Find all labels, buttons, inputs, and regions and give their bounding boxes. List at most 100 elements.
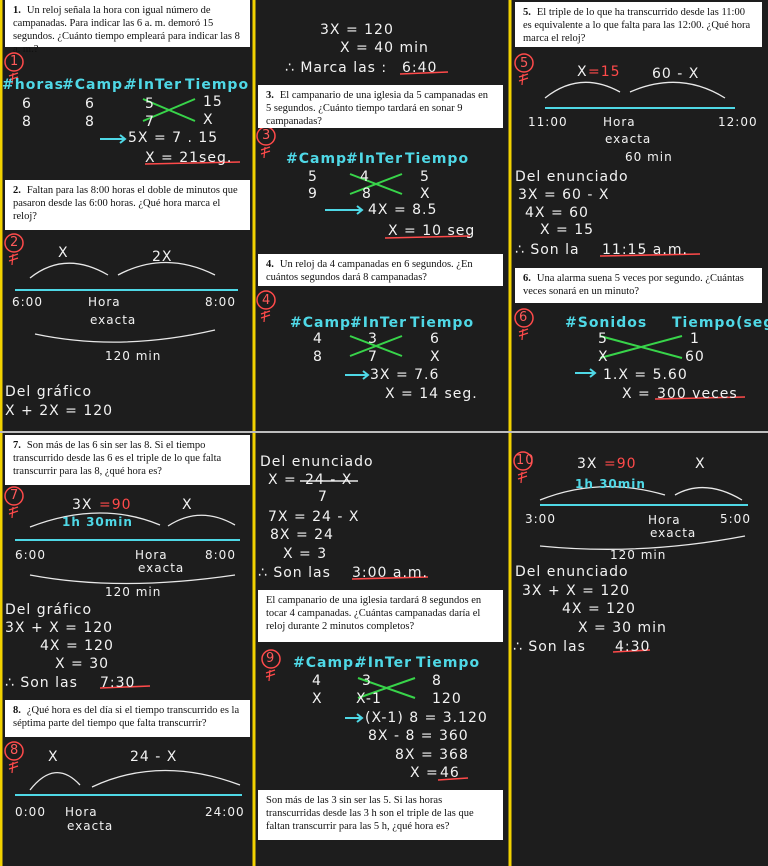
question-box: 4. Un reloj da 4 campanadas en 6 segundos…: [258, 254, 503, 286]
handwritten-text: 6: [22, 96, 32, 112]
handwritten-text: X: [695, 456, 706, 472]
question-number: 3.: [266, 90, 274, 101]
question-text: Faltan para las 8:00 horas el doble de m…: [13, 185, 238, 222]
badge-mark: [8, 506, 19, 519]
question-box: 6. Una alarma suena 5 veces por segundo. …: [515, 268, 762, 303]
underline: [654, 396, 746, 400]
badge-mark: [260, 310, 271, 323]
cross-line: [349, 335, 403, 357]
question-text: El campanario de una iglesia tardará 8 s…: [266, 595, 482, 632]
handwritten-text: ∴ Son las: [513, 639, 586, 655]
handwritten-text: #horas: [2, 77, 64, 93]
question-box: Son más de las 3 sin ser las 5. Si las h…: [258, 790, 503, 840]
badge-circle: [4, 741, 24, 761]
handwritten-text: 3:00 a.m.: [352, 565, 429, 581]
handwritten-text: 8: [313, 349, 323, 365]
handwritten-text: ∴ Son las: [258, 565, 331, 581]
handwritten-text: 120: [432, 691, 462, 707]
handwritten-text: 4: [262, 293, 272, 308]
badge-mark: [8, 72, 19, 85]
handwritten-text: Hora: [65, 805, 98, 819]
handwritten-text: 8X - 8 = 360: [368, 728, 469, 744]
handwritten-text: X: [598, 349, 609, 365]
handwritten-text: 7X = 24 - X: [268, 509, 360, 525]
handwritten-text: 120 min: [610, 548, 667, 562]
handwritten-text: =90: [604, 456, 637, 472]
handwritten-text: Tiempo(seg): [672, 315, 768, 331]
arc-arrow: [539, 485, 666, 501]
arc-arrow: [117, 261, 216, 276]
badge-circle: [4, 233, 24, 253]
arc-arrow: [29, 262, 109, 279]
handwritten-text: 6: [430, 331, 440, 347]
step-arrow-head: [356, 713, 364, 723]
question-number: 5.: [523, 7, 531, 18]
handwritten-text: 6:00: [15, 548, 46, 562]
handwritten-text: 3:00: [525, 512, 556, 526]
handwritten-text: #InTer: [346, 151, 403, 167]
arc-arrow: [29, 574, 236, 585]
underline: [437, 777, 469, 781]
arc-arrow: [29, 512, 161, 528]
badge-mark: [518, 328, 529, 341]
handwritten-text: 4:30: [615, 639, 651, 655]
handwritten-text: exacta: [90, 313, 137, 327]
handwritten-text: 300 veces: [657, 386, 738, 402]
handwritten-text: 120 min: [105, 349, 162, 363]
handwritten-text: 6: [519, 310, 529, 325]
handwritten-text: 5X = 7 . 15: [128, 130, 219, 146]
handwritten-text: 1h 30min: [62, 515, 133, 529]
question-number: 6.: [523, 273, 531, 284]
handwritten-text: X = 30 min: [578, 620, 667, 636]
arc-arrow: [539, 535, 746, 550]
arc-arrow: [544, 81, 621, 99]
question-text: Son más de las 6 sin ser las 8. Si el ti…: [13, 440, 222, 477]
handwritten-text: Hora: [135, 548, 168, 562]
question-number: 7.: [13, 440, 21, 451]
handwritten-text: Tiempo: [410, 315, 475, 331]
handwritten-text: #Sonidos: [565, 315, 648, 331]
handwritten-text: Hora: [88, 295, 121, 309]
cross-line: [142, 98, 196, 122]
handwritten-text: exacta: [650, 526, 697, 540]
handwritten-text: 3X = 60 - X: [518, 187, 610, 203]
handwritten-text: 11:00: [528, 115, 568, 129]
badge-mark: [8, 761, 19, 774]
handwritten-text: 6: [85, 96, 95, 112]
badge-circle: [4, 486, 24, 506]
handwritten-text: 3: [362, 673, 372, 689]
handwritten-text: X =: [622, 386, 651, 402]
handwritten-text: 5: [420, 169, 430, 185]
badge-mark: [265, 669, 276, 682]
handwritten-text: ∴ Son las: [5, 675, 78, 691]
underline: [399, 71, 449, 75]
handwritten-text: Del enunciado: [260, 454, 374, 470]
handwritten-text: 60 min: [625, 150, 673, 164]
badge-circle: [513, 451, 533, 471]
handwritten-text: exacta: [138, 561, 185, 575]
handwritten-text: 8: [10, 743, 20, 758]
arc-arrow: [91, 769, 241, 788]
question-text: ¿Qué hora es del día si el tiempo transc…: [13, 705, 240, 729]
underline: [99, 685, 151, 689]
handwritten-text: exacta: [605, 132, 652, 146]
badge-mark: [517, 471, 528, 484]
handwritten-text: Del enunciado: [515, 564, 629, 580]
handwritten-text: 8: [22, 114, 32, 130]
handwritten-text: 2: [10, 235, 20, 250]
handwritten-text: X: [577, 64, 588, 80]
handwritten-text: 8X = 368: [395, 747, 469, 763]
handwritten-text: X = 40 min: [340, 40, 429, 56]
arc-arrow: [34, 329, 216, 343]
question-box: 1. Un reloj señala la hora con igual núme…: [5, 0, 250, 55]
handwritten-text: 9: [308, 186, 318, 202]
handwritten-text: X =: [410, 765, 439, 781]
handwritten-text: ∴ Marca las :: [285, 60, 388, 76]
handwritten-text: #InTer: [355, 655, 412, 671]
handwritten-text: 4X = 120: [40, 638, 114, 654]
handwritten-text: 0:00: [15, 805, 46, 819]
handwritten-text: 7: [368, 349, 378, 365]
handwritten-text: 46: [440, 765, 460, 781]
